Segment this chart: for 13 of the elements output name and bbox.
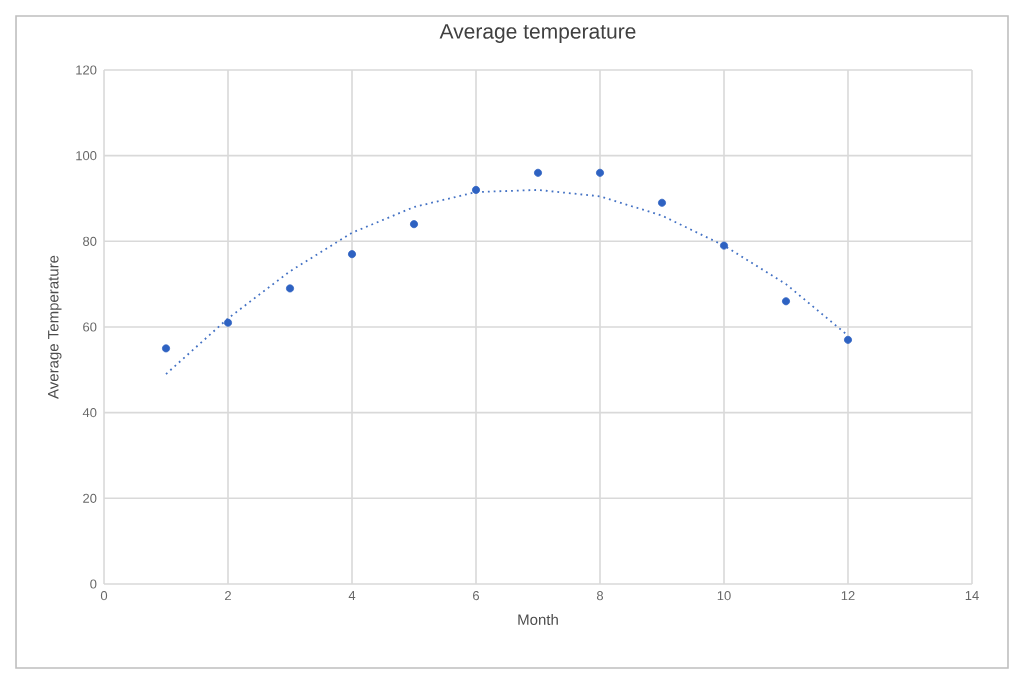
point — [162, 344, 171, 353]
point — [596, 168, 604, 177]
point — [534, 168, 542, 177]
point — [720, 241, 728, 250]
point — [410, 220, 419, 229]
point — [843, 335, 852, 344]
point — [658, 198, 666, 207]
point — [224, 318, 233, 327]
point — [781, 297, 790, 306]
point — [472, 185, 480, 194]
point — [286, 284, 295, 293]
chart-title: Average temperature — [439, 24, 636, 43]
point — [348, 250, 357, 259]
